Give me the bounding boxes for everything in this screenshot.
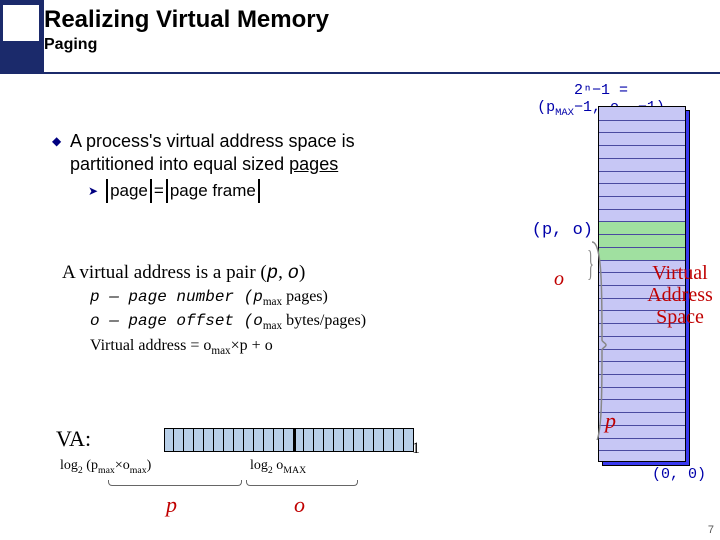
va-pair-block: A virtual address is a pair (p, o) p — p… <box>62 262 492 359</box>
va-pair-h-b: ) <box>299 262 305 283</box>
o-label: o <box>554 268 564 291</box>
va-bit-row: VA: <box>56 426 486 452</box>
va-line-o: o — page offset (o <box>90 312 263 330</box>
corner-box <box>2 4 40 42</box>
bit-one-label: 1 <box>412 440 420 458</box>
abs-bar-icon <box>166 179 168 203</box>
log2-b: o <box>273 458 284 473</box>
log1-a: log <box>60 458 78 473</box>
vas-l2: Address <box>638 284 720 306</box>
sub-bullet-triangle-icon: ➤ <box>88 184 98 198</box>
va-pair-h-c: , <box>278 262 288 283</box>
log2-c: MAX <box>283 465 306 476</box>
page-number: 7 <box>708 524 714 536</box>
va-line-p-tail: pages) <box>282 288 328 305</box>
log-total: log2 (pmax×omax) <box>60 458 151 476</box>
underbrace-p-icon <box>108 480 242 486</box>
bullet-diamond-icon: ◆ <box>52 134 61 148</box>
abs-bar-icon <box>258 179 260 203</box>
sub-frame: page frame <box>170 181 256 201</box>
abs-bar-icon <box>106 179 108 203</box>
va-label: VA: <box>56 426 91 451</box>
title-underline <box>0 72 720 74</box>
bullet-line1: A process's virtual address space is <box>70 131 355 151</box>
va-line-o-sub: max <box>263 320 282 332</box>
main-bullet: ◆ A process's virtual address space is p… <box>70 130 500 203</box>
bit-boxes <box>164 428 414 454</box>
po-label: (p, o) <box>523 221 593 240</box>
p-brace-icon <box>588 240 608 440</box>
log1-e: max <box>130 465 147 476</box>
va-line-va-mid: ×p + o <box>231 337 273 354</box>
slide-title: Realizing Virtual Memory <box>44 6 710 34</box>
log1-b: (p <box>83 458 98 473</box>
va-line-p-sub: max <box>263 296 282 308</box>
log1-c: max <box>98 465 115 476</box>
va-pair-h-a: A virtual address is a pair ( <box>62 262 267 283</box>
underbrace-o-icon <box>246 480 358 486</box>
bullet-line2-underline: pages <box>289 154 338 174</box>
top-eq-l2a: (p <box>537 99 555 116</box>
va-line-o-tail: bytes/pages) <box>282 312 366 329</box>
log1-f: ) <box>147 458 152 473</box>
va-line-va-sub: max <box>211 345 230 357</box>
letter-p: p <box>166 492 177 518</box>
vas-l1: Virtual <box>638 262 720 284</box>
log-offset: log2 oMAX <box>250 458 306 476</box>
log2-a: log <box>250 458 268 473</box>
sub-page: page <box>110 181 148 201</box>
letter-o: o <box>294 492 305 518</box>
sub-eq: = <box>154 181 164 201</box>
zero-label: (0, 0) <box>652 466 706 534</box>
va-pair-h-o: o <box>288 262 299 284</box>
va-line-p: p — page number (p <box>90 288 263 306</box>
top-eq-l1: 2ⁿ−1 = <box>506 82 696 99</box>
va-pair-h-p: p <box>267 262 278 284</box>
top-eq-l2b: MAX <box>555 107 574 119</box>
log1-d: ×o <box>115 458 130 473</box>
vas-l3: Space <box>638 306 720 328</box>
va-line-va: Virtual address = o <box>90 337 211 354</box>
bullet-line2a: partitioned into equal sized <box>70 154 289 174</box>
abs-bar-icon <box>150 179 152 203</box>
slide-subtitle: Paging <box>44 36 710 54</box>
vas-label: Virtual Address Space <box>638 262 720 328</box>
